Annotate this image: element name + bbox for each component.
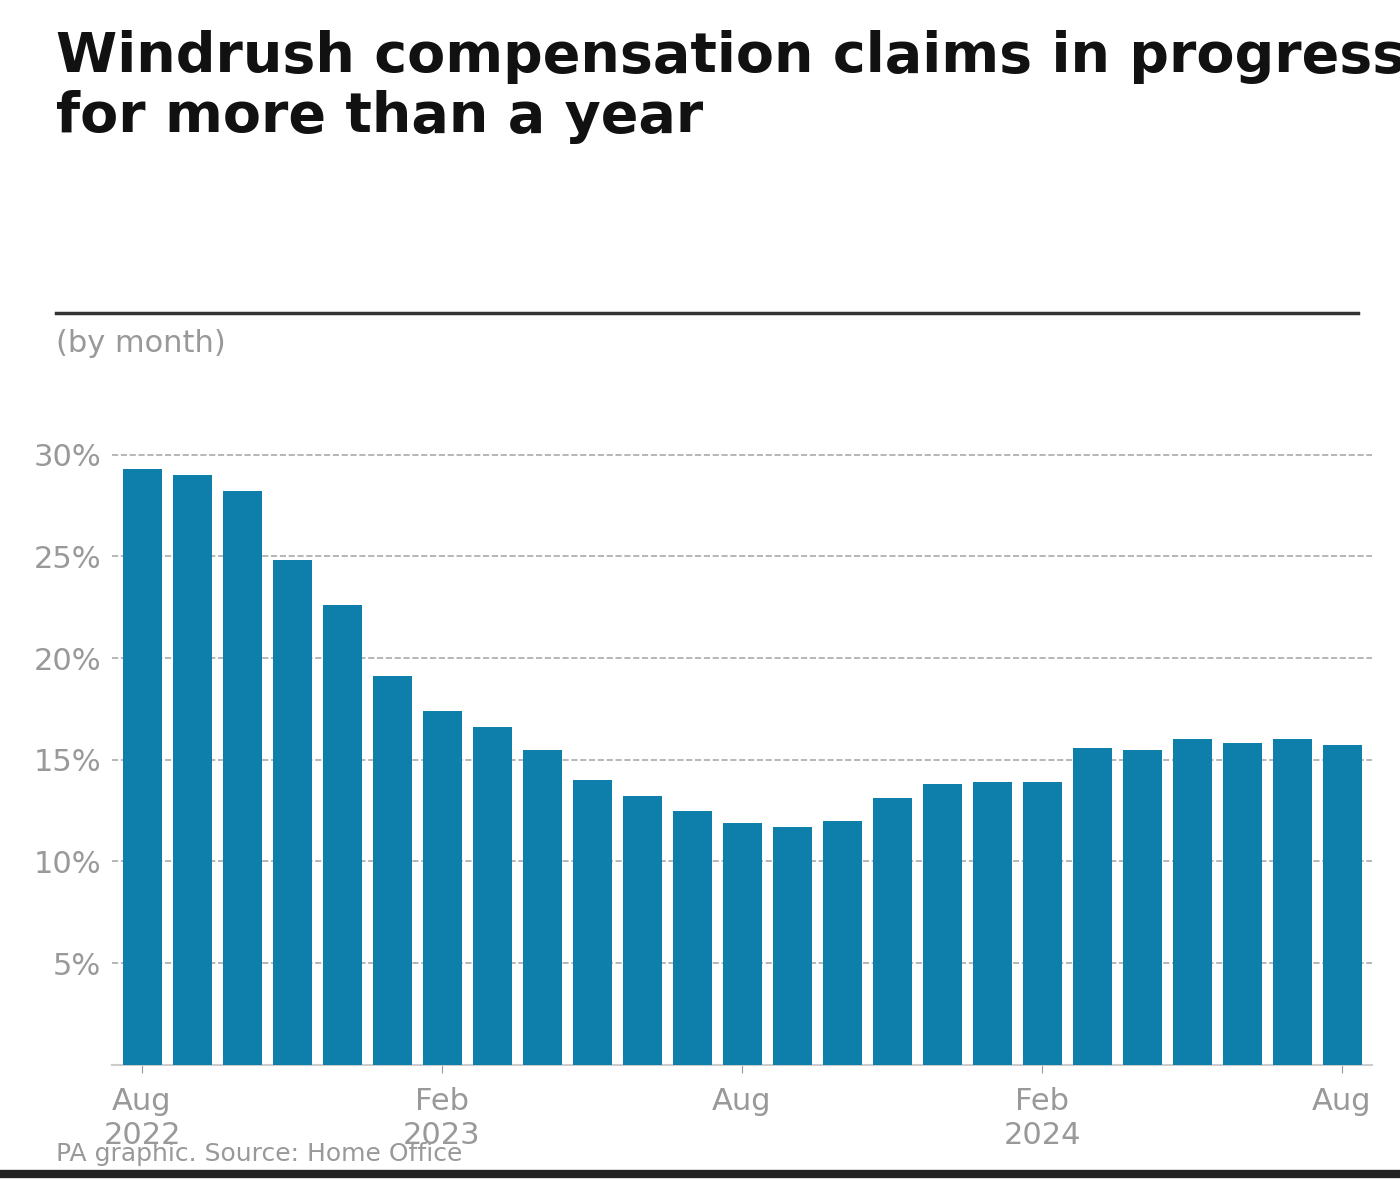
Bar (372, 677, 412, 1065)
Bar (573, 780, 612, 1065)
Bar (322, 606, 361, 1065)
Bar (423, 711, 462, 1065)
Bar (923, 784, 962, 1065)
Bar (1072, 748, 1112, 1065)
Bar (1273, 739, 1312, 1065)
Bar (1173, 739, 1211, 1065)
Bar (823, 821, 861, 1065)
Text: (by month): (by month) (56, 329, 225, 358)
Bar (1323, 745, 1361, 1065)
Bar (1022, 782, 1061, 1065)
Bar (522, 750, 561, 1065)
Bar (872, 799, 911, 1065)
Bar (1222, 743, 1261, 1065)
Bar (123, 468, 161, 1065)
Bar (172, 476, 211, 1065)
Bar (223, 491, 262, 1065)
Bar (473, 728, 511, 1065)
Bar (722, 822, 762, 1065)
Bar (672, 810, 711, 1065)
Bar (273, 561, 311, 1065)
Bar (973, 782, 1011, 1065)
Bar (1123, 750, 1162, 1065)
Text: Windrush compensation claims in progress
for more than a year: Windrush compensation claims in progress… (56, 30, 1400, 144)
Bar (773, 827, 812, 1065)
Bar (623, 796, 661, 1065)
Text: PA graphic. Source: Home Office: PA graphic. Source: Home Office (56, 1142, 462, 1165)
